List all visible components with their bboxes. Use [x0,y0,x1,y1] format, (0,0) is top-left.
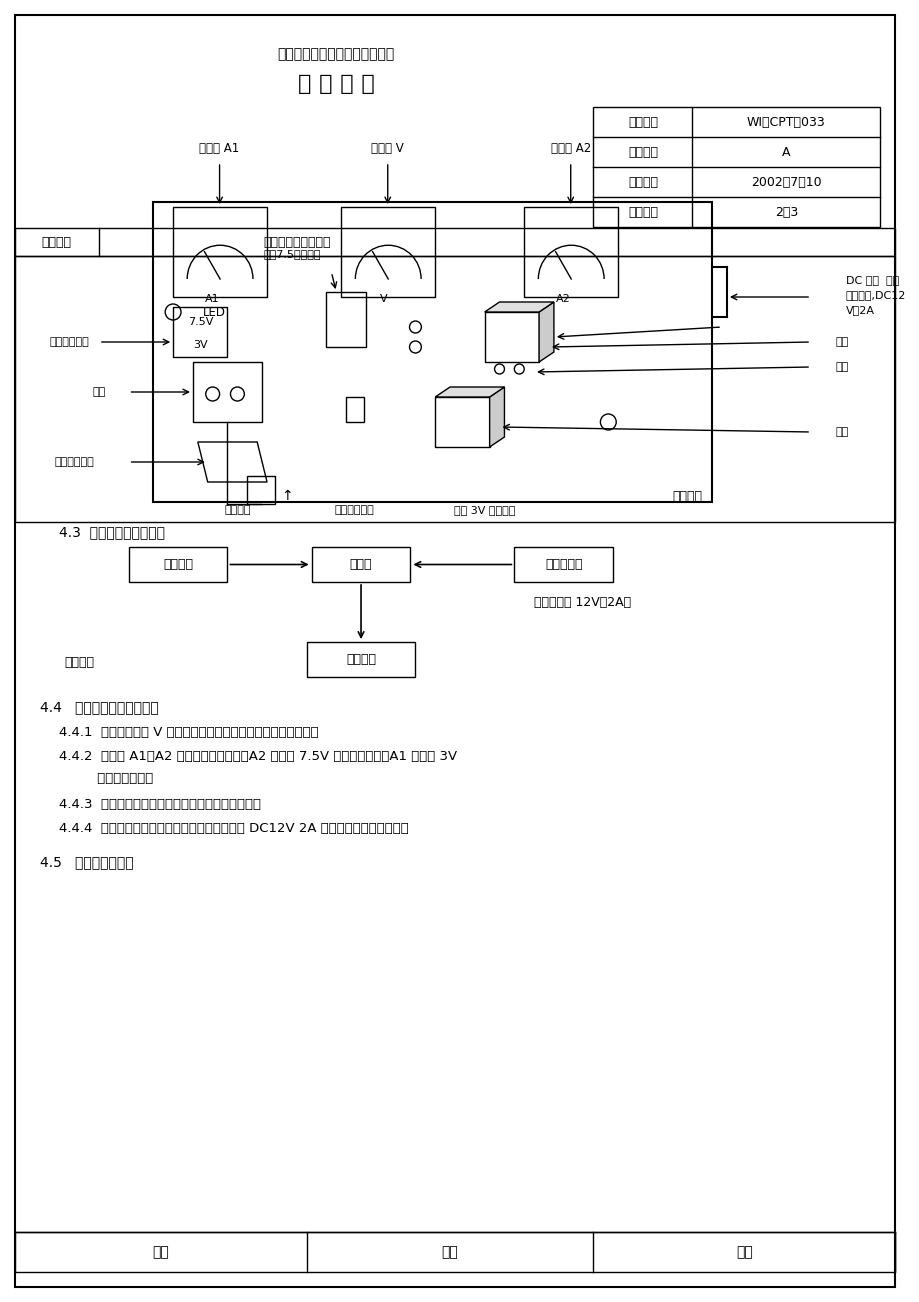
Text: A: A [781,146,789,159]
Text: 成品7.5插头接口: 成品7.5插头接口 [264,249,321,259]
Text: 文件编号: 文件编号 [628,116,657,129]
Text: 4.5   使用操作说明：: 4.5 使用操作说明： [40,855,133,868]
Text: 卡扣: 卡扣 [834,427,848,437]
Text: （图三）: （图三） [64,655,94,668]
Text: 4.4.1  图二中电压表 V 是测试电压，当转换开关，有不同测试值。: 4.4.1 图二中电压表 V 是测试电压，当转换开关，有不同测试值。 [60,725,319,738]
Text: 电压挡的电流。: 电压挡的电流。 [60,772,153,785]
Text: 3V: 3V [193,340,208,350]
Text: 深圳市东宝祥电子科技有限公司: 深圳市东宝祥电子科技有限公司 [278,47,394,61]
Bar [341,207,435,297]
Text: 版　　本: 版 本 [628,146,657,159]
Text: 成品正极接点: 成品正极接点 [334,505,374,516]
Text: V、2A: V、2A [845,305,874,315]
Bar [514,547,613,582]
Text: LED: LED [202,306,225,319]
Text: 4.4   各部分的功能及用途：: 4.4 各部分的功能及用途： [40,700,158,713]
Text: （内正外负 12V、2A）: （内正外负 12V、2A） [534,595,630,608]
Text: 顶针: 顶针 [834,362,848,372]
Polygon shape [435,387,504,397]
Bar [247,477,275,504]
Text: 成　　品: 成 品 [346,654,376,667]
Bar [15,256,894,522]
Text: A1: A1 [205,294,220,303]
Bar [15,228,894,256]
Text: 页　　次: 页 次 [628,206,657,219]
Bar [346,397,364,422]
Bar [484,312,539,362]
Bar [326,292,366,348]
Bar [153,202,711,503]
Text: 电源开关: 电源开关 [224,505,250,516]
Text: 电伏表 V: 电伏表 V [371,142,403,155]
Text: 批准: 批准 [735,1245,752,1259]
Bar [306,642,415,677]
Text: ↑: ↑ [280,490,292,503]
Bar [129,547,227,582]
Bar [173,307,227,357]
Bar [173,207,267,297]
Text: 内正外负,DC12: 内正外负,DC12 [845,290,905,299]
Text: 7.5V: 7.5V [187,316,213,327]
Text: WI－CPT－033: WI－CPT－033 [746,116,825,129]
Text: 挡板: 挡板 [92,387,106,397]
Text: 机　架: 机 架 [349,559,372,572]
Text: 2002－7－10: 2002－7－10 [750,176,821,189]
Text: 机架操作及保养规范: 机架操作及保养规范 [263,236,330,249]
Text: 卡扣: 卡扣 [834,337,848,348]
Text: 4.3  机架、仪器连接图：: 4.3 机架、仪器连接图： [60,525,165,539]
Text: 成品 3V 插头接口: 成品 3V 插头接口 [453,505,515,516]
Text: 4.4.3  顶针处是测试半成品，挡板位置是测试成品。: 4.4.3 顶针处是测试半成品，挡板位置是测试成品。 [60,798,261,811]
Bar [593,107,879,227]
Text: 半成品板: 半成品板 [163,559,193,572]
Text: V: V [380,294,387,303]
Polygon shape [539,302,553,362]
Text: 工 作 指 引: 工 作 指 引 [298,74,374,94]
Text: 文件名称: 文件名称 [41,236,72,249]
Polygon shape [489,387,504,447]
Text: 4.4.2  电流表 A1、A2 是测试不同的电流，A2 是测试 7.5V 电压挡的电流，A1 是测试 3V: 4.4.2 电流表 A1、A2 是测试不同的电流，A2 是测试 7.5V 电压挡… [60,750,457,763]
Text: 成品负极接口: 成品负极接口 [54,457,94,467]
Text: （图二）: （图二） [672,490,702,503]
Bar [312,547,410,582]
Text: DC 插口  外接: DC 插口 外接 [845,275,898,285]
Text: 作成: 作成 [153,1245,169,1259]
Text: A2: A2 [555,294,570,303]
Text: 生效日期: 生效日期 [628,176,657,189]
Bar [15,1232,894,1272]
Text: 审核: 审核 [441,1245,458,1259]
Polygon shape [484,302,553,312]
Text: 电流表 A1: 电流表 A1 [199,142,240,155]
Bar [193,362,262,422]
Text: 4.4.4  外接电源是机架的电源输入接口，只能用 DC12V 2A 内正外负的电源变压器。: 4.4.4 外接电源是机架的电源输入接口，只能用 DC12V 2A 内正外负的电… [60,823,409,836]
Text: 2／3: 2／3 [774,206,797,219]
Bar [524,207,618,297]
Text: 电流表 A2: 电流表 A2 [550,142,590,155]
Text: 电压转换开关: 电压转换开关 [50,337,89,348]
Bar [435,397,489,447]
Text: 电源变压器: 电源变压器 [544,559,582,572]
